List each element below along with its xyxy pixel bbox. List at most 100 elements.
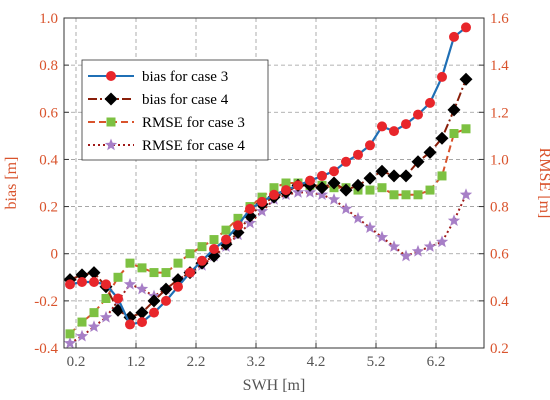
data-point xyxy=(135,282,149,295)
data-point xyxy=(447,103,461,117)
data-point xyxy=(315,181,329,195)
data-point xyxy=(305,175,315,186)
data-point xyxy=(221,225,231,235)
legend-entry: RMSE for case 4 xyxy=(88,138,245,154)
data-point xyxy=(387,169,401,183)
data-point xyxy=(363,171,377,185)
data-point xyxy=(63,336,77,349)
data-point xyxy=(125,258,135,268)
data-point xyxy=(233,213,243,223)
data-point xyxy=(149,307,159,318)
data-point xyxy=(425,97,435,108)
y-left-tick-label: 0.2 xyxy=(39,200,58,216)
data-point xyxy=(257,196,267,207)
data-point xyxy=(123,310,137,324)
data-point xyxy=(437,171,447,181)
data-point xyxy=(281,185,291,196)
data-point xyxy=(401,119,411,130)
data-point xyxy=(293,180,303,191)
data-point xyxy=(185,267,195,278)
data-point xyxy=(159,282,173,296)
data-point xyxy=(423,240,437,252)
data-point xyxy=(387,240,401,252)
data-point xyxy=(437,71,447,82)
legend-entry: RMSE for case 3 xyxy=(88,115,245,131)
y-left-tick-label: 0.8 xyxy=(39,58,58,74)
data-point xyxy=(269,183,279,193)
data-point xyxy=(87,266,101,280)
data-point xyxy=(459,188,473,201)
data-point xyxy=(221,234,231,245)
legend-marker xyxy=(106,117,116,127)
legend-label: bias for case 3 xyxy=(142,69,228,85)
data-point xyxy=(207,249,221,263)
data-point xyxy=(89,277,99,287)
data-point xyxy=(389,190,399,200)
data-point xyxy=(197,255,207,266)
data-point xyxy=(411,155,425,169)
data-point xyxy=(173,258,183,268)
legend-label: bias for case 4 xyxy=(142,92,229,108)
data-point xyxy=(281,178,291,188)
x-tick-label: 3.2 xyxy=(247,354,266,370)
legend-entry: bias for case 4 xyxy=(88,92,229,108)
data-point xyxy=(413,109,423,120)
data-point xyxy=(77,277,87,287)
series-bias-for-case-4 xyxy=(63,72,473,324)
data-point xyxy=(329,166,339,177)
data-point xyxy=(327,176,341,190)
data-point xyxy=(413,190,423,200)
data-point xyxy=(75,329,89,342)
y-left-tick-label: 0 xyxy=(51,247,59,263)
data-point xyxy=(461,22,471,33)
data-point xyxy=(449,129,459,138)
data-point xyxy=(339,183,353,197)
series-bias-for-case-3 xyxy=(65,22,471,330)
data-point xyxy=(375,164,389,178)
data-point xyxy=(399,249,413,262)
data-point xyxy=(327,193,341,205)
legend-marker xyxy=(104,138,118,151)
y-right-tick-label: 1.4 xyxy=(490,58,509,74)
y-right-tick-label: 0.2 xyxy=(490,341,509,357)
data-point xyxy=(363,221,377,234)
data-point xyxy=(423,145,437,159)
data-point xyxy=(435,131,449,145)
y-right-tick-label: 1.2 xyxy=(490,105,509,121)
data-point xyxy=(113,272,123,282)
legend-entry: bias for case 3 xyxy=(88,69,228,85)
x-tick-label: 5.2 xyxy=(367,354,386,370)
y-left-tick-label: -0.4 xyxy=(34,341,58,357)
legend-marker xyxy=(104,92,118,106)
series-line xyxy=(69,191,467,345)
y-axis-right-label: RMSE [m] xyxy=(536,148,550,219)
data-point xyxy=(125,319,135,330)
data-point xyxy=(351,211,365,224)
data-point xyxy=(137,317,147,328)
data-point xyxy=(377,183,387,193)
data-point xyxy=(173,281,183,292)
data-point xyxy=(269,189,279,200)
series-line xyxy=(69,127,467,335)
series-line xyxy=(69,26,467,326)
data-point xyxy=(65,279,75,290)
data-point xyxy=(401,190,411,200)
plot-frame xyxy=(63,17,485,349)
data-point xyxy=(101,294,111,303)
data-point xyxy=(209,244,219,254)
data-point xyxy=(161,295,171,306)
data-point xyxy=(147,294,161,308)
data-point xyxy=(161,268,171,278)
data-point xyxy=(353,149,363,160)
axis-ticks: 0.2 1.2 2.2 3.2 4.2 5.2 6.2 -0.4 -0.2 0 0.2 0.4 0.6 0… xyxy=(34,11,509,370)
y-left-tick-label: 1.0 xyxy=(39,11,58,27)
legend: bias for case 3 bias for case 4 RMSE for c… xyxy=(81,59,269,161)
data-point xyxy=(351,178,365,192)
data-point xyxy=(135,306,149,320)
data-point xyxy=(447,214,461,226)
data-point xyxy=(375,230,389,243)
y-left-tick-label: 0.4 xyxy=(39,152,58,168)
data-point xyxy=(461,124,471,134)
data-point xyxy=(123,277,137,290)
